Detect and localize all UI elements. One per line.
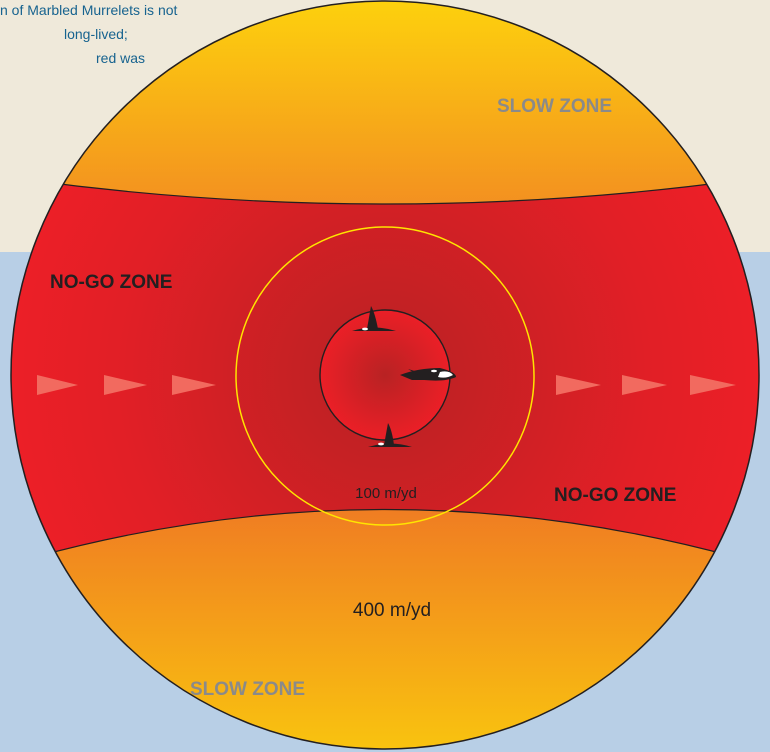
article-line: n of Marbled Murrelets is not xyxy=(0,2,178,18)
slow-zone-label: SLOW ZONE xyxy=(497,96,612,117)
slow-zone-bottom xyxy=(11,509,759,749)
outer-distance-label: 400 m/yd xyxy=(353,600,431,621)
no-go-zone-label: NO-GO ZONE xyxy=(554,485,676,506)
arrow-icon xyxy=(37,375,736,395)
orca-icon xyxy=(352,306,396,331)
inner-distance-label: 100 m/yd xyxy=(355,485,417,502)
orca-icon xyxy=(400,368,456,381)
outer-boundary xyxy=(10,0,760,750)
slow-zone-label: SLOW ZONE xyxy=(190,679,305,700)
distance-ring xyxy=(235,226,535,526)
boundary-line xyxy=(11,508,759,568)
no-go-zone-label: NO-GO ZONE xyxy=(50,272,172,293)
orca-icon xyxy=(368,423,412,447)
article-line: red was xyxy=(96,50,146,66)
article-line: long-lived; xyxy=(64,26,128,42)
boundary-line xyxy=(11,175,759,205)
slow-zone-top xyxy=(11,1,759,204)
